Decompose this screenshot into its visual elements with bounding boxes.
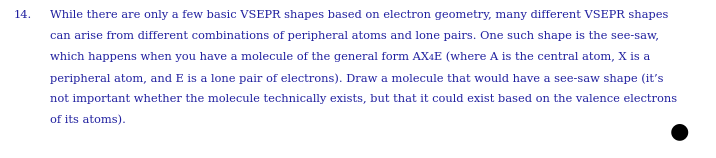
Text: can arise from different combinations of peripheral atoms and lone pairs. One su: can arise from different combinations of… [50,31,659,41]
Text: 4: 4 [429,55,434,63]
Text: not important whether the molecule technically exists, but that it could exist b: not important whether the molecule techn… [50,94,677,104]
Text: E (where A is the central atom, X is a: E (where A is the central atom, X is a [434,52,650,62]
Text: which happens when you have a molecule of the general form AX: which happens when you have a molecule o… [50,52,429,62]
Text: of its atoms).: of its atoms). [50,115,126,125]
Text: While there are only a few basic VSEPR shapes based on electron geometry, many d: While there are only a few basic VSEPR s… [50,10,668,20]
Text: 14.: 14. [14,10,32,20]
Text: ●: ● [670,121,690,141]
Text: peripheral atom, and E is a lone pair of electrons). Draw a molecule that would : peripheral atom, and E is a lone pair of… [50,73,664,84]
